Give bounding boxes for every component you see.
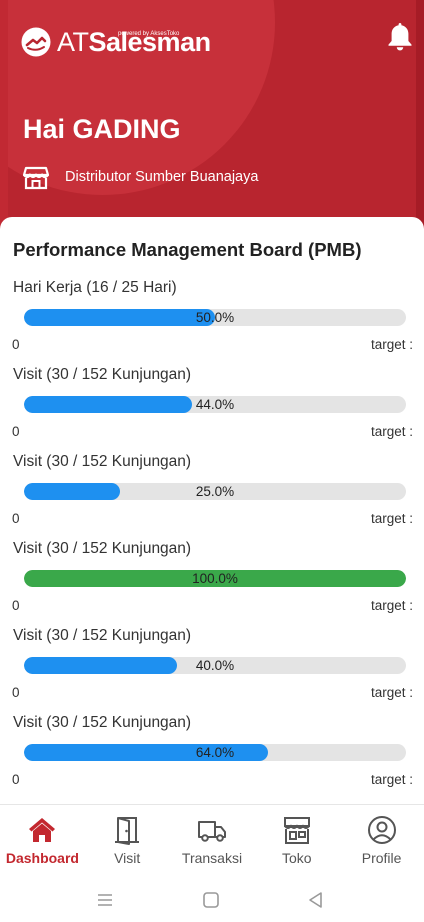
- metric-card: Visit (30 / 152 Kunjungan) 25.0% 0 targe…: [0, 453, 424, 540]
- metric-target: target :: [370, 598, 413, 613]
- nav-item-profile[interactable]: Profile: [339, 805, 424, 876]
- app-header: ATSalesman powered by AksesToko Hai GADI…: [0, 0, 424, 232]
- metric-min: 0: [12, 424, 20, 439]
- metric-label: Visit (30 / 152 Kunjungan): [13, 453, 192, 470]
- app-name-bold: Salesman: [88, 26, 212, 57]
- nav-item-transaksi[interactable]: Transaksi: [170, 805, 255, 876]
- truck-icon: [197, 821, 226, 842]
- metric-min: 0: [12, 598, 20, 613]
- powered-by: powered by AksesToko: [118, 31, 180, 37]
- profile-icon: [367, 816, 396, 844]
- notification-bell-icon[interactable]: [387, 21, 413, 51]
- metric-label: Hari Kerja (16 / 25 Hari): [13, 279, 177, 296]
- metric-min: 0: [12, 511, 20, 526]
- distributor-name: Distributor Sumber Buanajaya: [65, 169, 259, 185]
- nav-item-visit[interactable]: Visit: [85, 805, 170, 876]
- app-logo: ATSalesman: [20, 22, 211, 62]
- progress-fill: [24, 483, 120, 500]
- home-icon: [29, 818, 56, 842]
- metric-min: 0: [12, 772, 20, 787]
- progress-percent: 44.0%: [195, 397, 235, 412]
- home-button-icon[interactable]: [201, 890, 221, 910]
- progress-bar: 44.0%: [24, 396, 406, 413]
- nav-label: Transaksi: [181, 850, 243, 866]
- metric-target: target :: [370, 685, 413, 700]
- app-name: ATSalesman: [57, 26, 212, 57]
- progress-fill: [24, 657, 177, 674]
- nav-label: Visit: [114, 850, 141, 866]
- door-icon: [115, 817, 140, 845]
- metric-card: Visit (30 / 152 Kunjungan) 40.0% 0 targe…: [0, 627, 424, 714]
- recent-apps-icon[interactable]: [95, 890, 115, 910]
- progress-fill: [24, 309, 215, 326]
- metric-target: target :: [370, 424, 413, 439]
- app-name-light: AT: [57, 26, 89, 57]
- metric-card: Visit (30 / 152 Kunjungan) 44.0% 0 targe…: [0, 366, 424, 453]
- progress-fill: [24, 570, 406, 587]
- dashboard-content: Performance Management Board (PMB) Hari …: [0, 217, 424, 807]
- nav-label: Profile: [361, 850, 402, 866]
- progress-bar: 64.0%: [24, 744, 406, 761]
- metric-target: target :: [370, 337, 413, 352]
- metric-label: Visit (30 / 152 Kunjungan): [13, 627, 192, 644]
- bottom-nav: Dashboard Visit Transaksi Toko: [0, 804, 424, 876]
- metric-card: Visit (30 / 152 Kunjungan) 100.0% 0 targ…: [0, 540, 424, 627]
- progress-fill: [24, 396, 193, 413]
- metric-card: Hari Kerja (16 / 25 Hari) 50.0% 0 target…: [0, 279, 424, 366]
- nav-label: Dashboard: [5, 850, 79, 866]
- nav-label: Toko: [282, 850, 312, 866]
- progress-percent: 64.0%: [195, 745, 235, 760]
- store-icon: [283, 817, 310, 844]
- pmb-title: Performance Management Board (PMB): [13, 239, 362, 260]
- metric-card: Visit (30 / 152 Kunjungan) 64.0% 0 targe…: [0, 714, 424, 801]
- metric-min: 0: [12, 337, 20, 352]
- progress-bar: 40.0%: [24, 657, 406, 674]
- progress-fill: [24, 744, 269, 761]
- metric-label: Visit (30 / 152 Kunjungan): [13, 714, 192, 731]
- progress-percent: 25.0%: [195, 484, 235, 499]
- progress-percent: 40.0%: [195, 658, 235, 673]
- header-edge-right: [416, 0, 424, 232]
- progress-bar: 25.0%: [24, 483, 406, 500]
- metric-label: Visit (30 / 152 Kunjungan): [13, 540, 192, 557]
- progress-bar: 100.0%: [24, 570, 406, 587]
- nav-item-dashboard[interactable]: Dashboard: [0, 805, 85, 876]
- metric-target: target :: [370, 772, 413, 787]
- header-edge-left: [0, 0, 8, 232]
- progress-percent: 50.0%: [195, 310, 235, 325]
- progress-bar: 50.0%: [24, 309, 406, 326]
- logo-mark-icon: [21, 27, 51, 57]
- system-navigation-bar: [0, 876, 424, 922]
- nav-item-toko[interactable]: Toko: [254, 805, 339, 876]
- metric-target: target :: [370, 511, 413, 526]
- progress-percent: 100.0%: [192, 571, 238, 586]
- back-button-icon[interactable]: [306, 890, 326, 910]
- metric-min: 0: [12, 685, 20, 700]
- greeting-title: Hai GADING: [23, 114, 181, 144]
- store-icon: [23, 166, 49, 190]
- metric-label: Visit (30 / 152 Kunjungan): [13, 366, 192, 383]
